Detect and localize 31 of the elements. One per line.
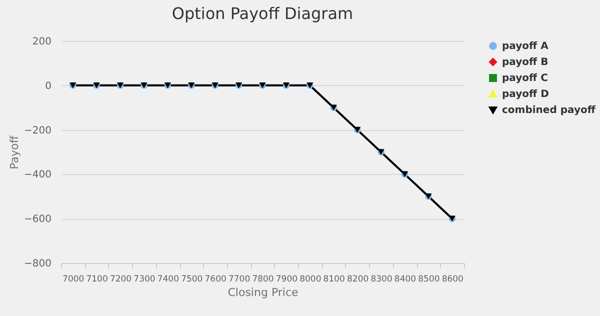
x-tick-label: 8600 bbox=[442, 274, 464, 284]
y-tick-label: −800 bbox=[24, 258, 52, 270]
x-tick-label: 8000 bbox=[300, 274, 322, 284]
legend-label: combined payoff bbox=[502, 105, 596, 116]
x-tick-label: 7500 bbox=[181, 274, 203, 284]
x-tick-label: 7400 bbox=[157, 274, 179, 284]
chart-title: Option Payoff Diagram bbox=[172, 4, 354, 23]
x-tick-label: 7000 bbox=[62, 274, 84, 284]
x-tick-label: 8500 bbox=[418, 274, 440, 284]
y-axis-title: Payoff bbox=[8, 135, 22, 170]
x-axis-title: Closing Price bbox=[228, 286, 298, 299]
x-tick-label: 8200 bbox=[347, 274, 369, 284]
legend-label: payoff A bbox=[502, 41, 549, 52]
y-tick-label: 0 bbox=[45, 80, 52, 92]
x-tick-label: 7100 bbox=[86, 274, 108, 284]
x-tick-label: 8300 bbox=[370, 274, 392, 284]
x-tick-label: 7900 bbox=[276, 274, 298, 284]
legend-label: payoff D bbox=[502, 89, 549, 100]
x-tick-label: 7300 bbox=[134, 274, 156, 284]
y-tick-label: −400 bbox=[24, 170, 52, 181]
x-tick-label: 7700 bbox=[228, 274, 250, 284]
x-tick-label: 7200 bbox=[110, 274, 132, 284]
y-tick-label: −200 bbox=[24, 125, 52, 136]
legend-label: payoff B bbox=[502, 57, 548, 68]
x-tick-label: 8100 bbox=[323, 274, 345, 284]
x-tick-label: 7800 bbox=[252, 274, 274, 284]
legend-label: payoff C bbox=[502, 73, 548, 84]
y-tick-label: 200 bbox=[32, 36, 52, 48]
x-tick-label: 8400 bbox=[394, 274, 416, 284]
x-tick-label: 7600 bbox=[204, 274, 226, 284]
y-tick-label: −600 bbox=[24, 214, 52, 226]
